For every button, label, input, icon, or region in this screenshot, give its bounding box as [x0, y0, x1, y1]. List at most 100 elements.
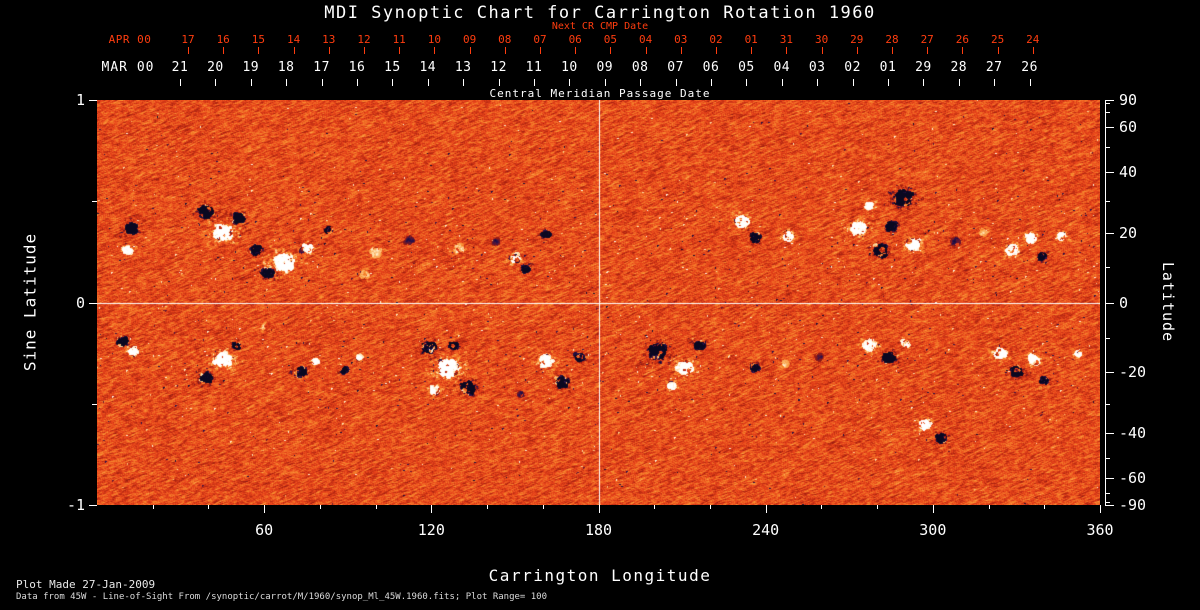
cmp-tick — [392, 79, 394, 86]
next-cr-tick — [399, 47, 401, 54]
left-tick-label: 0 — [75, 293, 85, 312]
next-cr-tick — [786, 47, 788, 54]
next-cr-date: 27 — [920, 33, 934, 46]
next-cr-date: 13 — [322, 33, 336, 46]
x-minor-tick — [375, 505, 377, 509]
right-tick — [1105, 302, 1114, 304]
right-tick-label: -20 — [1119, 362, 1147, 381]
cmp-date: 12 — [490, 60, 507, 75]
magnetogram-image — [97, 100, 1100, 505]
cmp-tick — [534, 79, 535, 86]
next-cr-date: 24 — [1026, 33, 1040, 46]
next-cr-tick — [962, 47, 964, 54]
next-cr-date: 15 — [251, 33, 266, 46]
cmp-date: 09 — [596, 60, 614, 75]
next-cr-date: 31 — [779, 33, 794, 46]
cmp-date: 01 — [879, 60, 897, 75]
x-tick — [598, 505, 600, 513]
right-tick — [1105, 371, 1114, 373]
left-tick — [89, 505, 97, 506]
x-minor-tick — [319, 505, 321, 509]
cmp-date: 14 — [419, 60, 437, 75]
right-tick-label: 60 — [1119, 118, 1138, 137]
x-tick-label: 180 — [584, 521, 613, 539]
next-cr-date: 10 — [427, 33, 442, 46]
cmp-date: 16 — [348, 60, 366, 75]
x-minor-tick — [208, 505, 210, 509]
next-cr-tick — [364, 47, 365, 54]
next-cr-tick — [821, 47, 823, 54]
cmp-date: 07 — [667, 60, 684, 75]
x-tick — [431, 505, 433, 513]
x-minor-tick — [1044, 505, 1046, 509]
cmp-tick — [215, 79, 217, 86]
next-cr-date: 25 — [990, 33, 1005, 46]
x-tick — [765, 505, 767, 513]
x-minor-tick — [654, 505, 656, 509]
left-tick — [89, 302, 97, 304]
x-tick-label: 60 — [255, 521, 274, 539]
x-tick-label: 300 — [919, 521, 947, 539]
cmp-date: 18 — [277, 60, 295, 75]
next-cr-cmp-date-label: Next CR CMP Date — [551, 21, 649, 32]
next-cr-date: 03 — [674, 33, 688, 46]
next-cr-date: 02 — [709, 33, 723, 46]
next-cr-date: 30 — [814, 33, 829, 46]
x-tick-label: 240 — [752, 521, 780, 539]
right-tick-label: 90 — [1119, 91, 1138, 109]
next-cr-tick — [188, 47, 189, 54]
cmp-date: 26 — [1021, 60, 1038, 75]
left-minor-tick — [92, 403, 97, 405]
right-minor-tick — [1105, 201, 1110, 203]
cmp-date: 29 — [915, 60, 932, 75]
right-tick-label: -60 — [1119, 468, 1147, 487]
next-cr-date: 29 — [850, 33, 864, 46]
left-tick — [89, 100, 97, 101]
right-minor-tick — [1105, 501, 1110, 503]
x-tick-label: 360 — [1086, 521, 1114, 539]
right-minor-tick — [1105, 492, 1110, 494]
cmp-date: 03 — [808, 60, 826, 75]
cmp-date: 08 — [631, 60, 649, 75]
next-cr-date: 04 — [638, 33, 653, 46]
right-tick — [1105, 172, 1114, 174]
x-tick — [1100, 505, 1101, 513]
right-tick-label: -90 — [1119, 496, 1147, 514]
right-minor-tick — [1105, 267, 1110, 269]
cmp-tick — [711, 79, 712, 86]
next-cr-tick — [258, 47, 260, 54]
cmp-tick — [569, 79, 571, 86]
right-minor-tick — [1105, 457, 1110, 459]
next-cr-tick — [469, 47, 471, 54]
cmp-tick — [321, 79, 323, 86]
next-cr-tick — [504, 47, 506, 54]
next-cr-tick — [434, 47, 436, 54]
cmp-month-label: MAR 00 — [101, 60, 155, 75]
next-cr-tick — [856, 47, 858, 54]
next-cr-tick — [540, 47, 541, 54]
cmp-tick — [994, 79, 996, 86]
right-minor-tick — [1105, 147, 1110, 149]
left-tick-label: 1 — [75, 91, 85, 109]
right-tick-label: 0 — [1119, 293, 1129, 312]
next-cr-tick — [716, 47, 717, 54]
cmp-tick — [888, 79, 889, 86]
x-minor-tick — [988, 505, 990, 509]
right-tick — [1105, 233, 1114, 235]
next-cr-date: 14 — [286, 33, 301, 46]
cmp-tick — [781, 79, 783, 86]
plot-made-text: Plot Made 27-Jan-2009 — [16, 578, 156, 591]
cmp-date: 11 — [525, 60, 543, 75]
cmp-date: 21 — [171, 60, 189, 75]
next-cr-date: 12 — [357, 33, 371, 46]
next-cr-date: 01 — [744, 33, 758, 46]
next-cr-date: 17 — [181, 33, 195, 46]
cmp-tick — [180, 79, 181, 86]
next-cr-tick — [610, 47, 612, 54]
x-tick-label: 120 — [417, 521, 445, 539]
next-cr-tick — [645, 47, 647, 54]
next-cr-tick — [892, 47, 893, 54]
next-cr-date: 11 — [392, 33, 406, 46]
right-axis-title: Latitude — [1159, 261, 1177, 343]
